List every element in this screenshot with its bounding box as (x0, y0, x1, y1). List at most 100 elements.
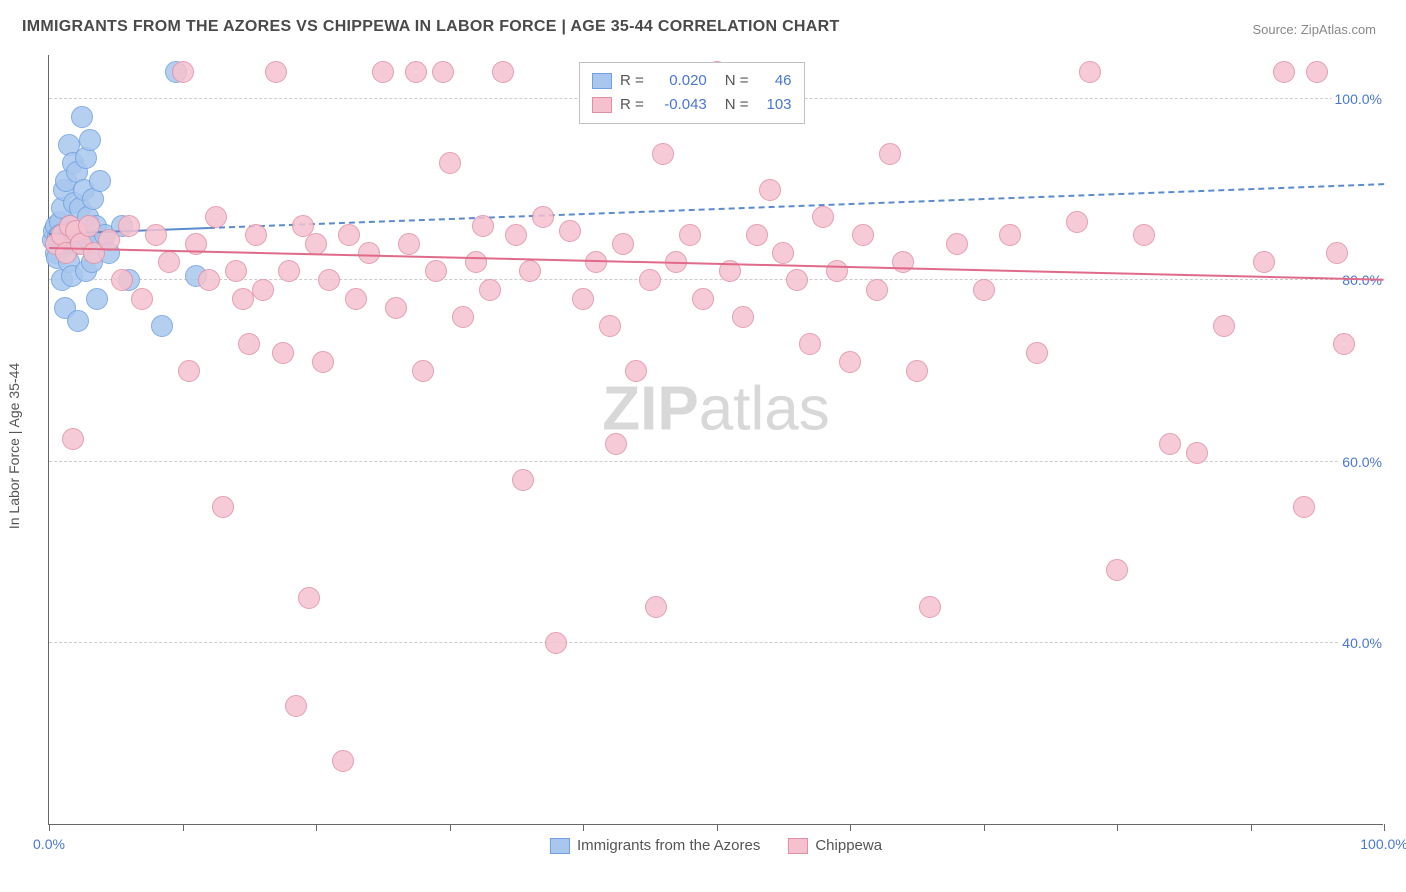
data-point (385, 297, 407, 319)
data-point (1066, 211, 1088, 233)
data-point (151, 315, 173, 337)
data-point (67, 310, 89, 332)
data-point (86, 288, 108, 310)
gridline (49, 279, 1383, 280)
data-point (732, 306, 754, 328)
data-point (172, 61, 194, 83)
data-point (245, 224, 267, 246)
data-point (305, 233, 327, 255)
data-point (272, 342, 294, 364)
data-point (1079, 61, 1101, 83)
data-point (472, 215, 494, 237)
source-label: Source: ZipAtlas.com (1252, 22, 1376, 37)
data-point (786, 269, 808, 291)
x-tick-label: 100.0% (1360, 836, 1406, 852)
x-tick (984, 824, 985, 831)
x-tick (717, 824, 718, 831)
x-tick (850, 824, 851, 831)
data-point (118, 215, 140, 237)
data-point (1133, 224, 1155, 246)
x-tick (316, 824, 317, 831)
data-point (652, 143, 674, 165)
data-point (772, 242, 794, 264)
data-point (999, 224, 1021, 246)
x-tick-label: 0.0% (33, 836, 65, 852)
data-point (812, 206, 834, 228)
data-point (1186, 442, 1208, 464)
data-point (639, 269, 661, 291)
r-label: R = (620, 69, 644, 93)
data-point (759, 179, 781, 201)
stats-legend: R =0.020N =46R =-0.043N =103 (579, 62, 805, 124)
data-point (746, 224, 768, 246)
data-point (405, 61, 427, 83)
data-point (512, 469, 534, 491)
data-point (479, 279, 501, 301)
data-point (625, 360, 647, 382)
watermark: ZIPatlas (602, 373, 829, 444)
data-point (465, 251, 487, 273)
data-point (692, 288, 714, 310)
data-point (238, 333, 260, 355)
data-point (519, 260, 541, 282)
chart-title: IMMIGRANTS FROM THE AZORES VS CHIPPEWA I… (22, 18, 840, 36)
data-point (131, 288, 153, 310)
data-point (111, 269, 133, 291)
x-tick (583, 824, 584, 831)
swatch-azores (550, 838, 570, 854)
data-point (398, 233, 420, 255)
data-point (679, 224, 701, 246)
data-point (906, 360, 928, 382)
x-tick (1251, 824, 1252, 831)
data-point (866, 279, 888, 301)
data-point (919, 596, 941, 618)
n-label: N = (725, 93, 749, 117)
swatch-icon (592, 73, 612, 89)
data-point (372, 61, 394, 83)
r-value: 0.020 (652, 69, 707, 93)
x-tick (49, 824, 50, 831)
data-point (1333, 333, 1355, 355)
legend-label-azores: Immigrants from the Azores (577, 837, 760, 854)
stats-row: R =0.020N =46 (592, 69, 792, 93)
x-tick (1384, 824, 1385, 831)
x-tick (183, 824, 184, 831)
legend-item-chippewa: Chippewa (788, 837, 882, 854)
data-point (71, 106, 93, 128)
data-point (212, 496, 234, 518)
data-point (559, 220, 581, 242)
data-point (358, 242, 380, 264)
data-point (198, 269, 220, 291)
data-point (799, 333, 821, 355)
gridline (49, 461, 1383, 462)
watermark-rest: atlas (699, 374, 830, 443)
r-value: -0.043 (652, 93, 707, 117)
r-label: R = (620, 93, 644, 117)
n-value: 103 (757, 93, 792, 117)
data-point (1213, 315, 1235, 337)
y-tick-label: 40.0% (1339, 635, 1385, 651)
data-point (505, 224, 527, 246)
data-point (1273, 61, 1295, 83)
data-point (572, 288, 594, 310)
swatch-chippewa (788, 838, 808, 854)
data-point (645, 596, 667, 618)
data-point (585, 251, 607, 273)
trend-line (209, 183, 1384, 229)
legend-bottom: Immigrants from the Azores Chippewa (550, 837, 882, 854)
data-point (599, 315, 621, 337)
data-point (605, 433, 627, 455)
data-point (232, 288, 254, 310)
plot-area: ZIPatlas Immigrants from the Azores Chip… (48, 55, 1383, 825)
data-point (345, 288, 367, 310)
y-tick-label: 60.0% (1339, 454, 1385, 470)
data-point (492, 61, 514, 83)
x-tick (450, 824, 451, 831)
data-point (545, 632, 567, 654)
data-point (432, 61, 454, 83)
data-point (1026, 342, 1048, 364)
y-axis-label: In Labor Force | Age 35-44 (6, 363, 22, 529)
data-point (285, 695, 307, 717)
data-point (158, 251, 180, 273)
data-point (318, 269, 340, 291)
